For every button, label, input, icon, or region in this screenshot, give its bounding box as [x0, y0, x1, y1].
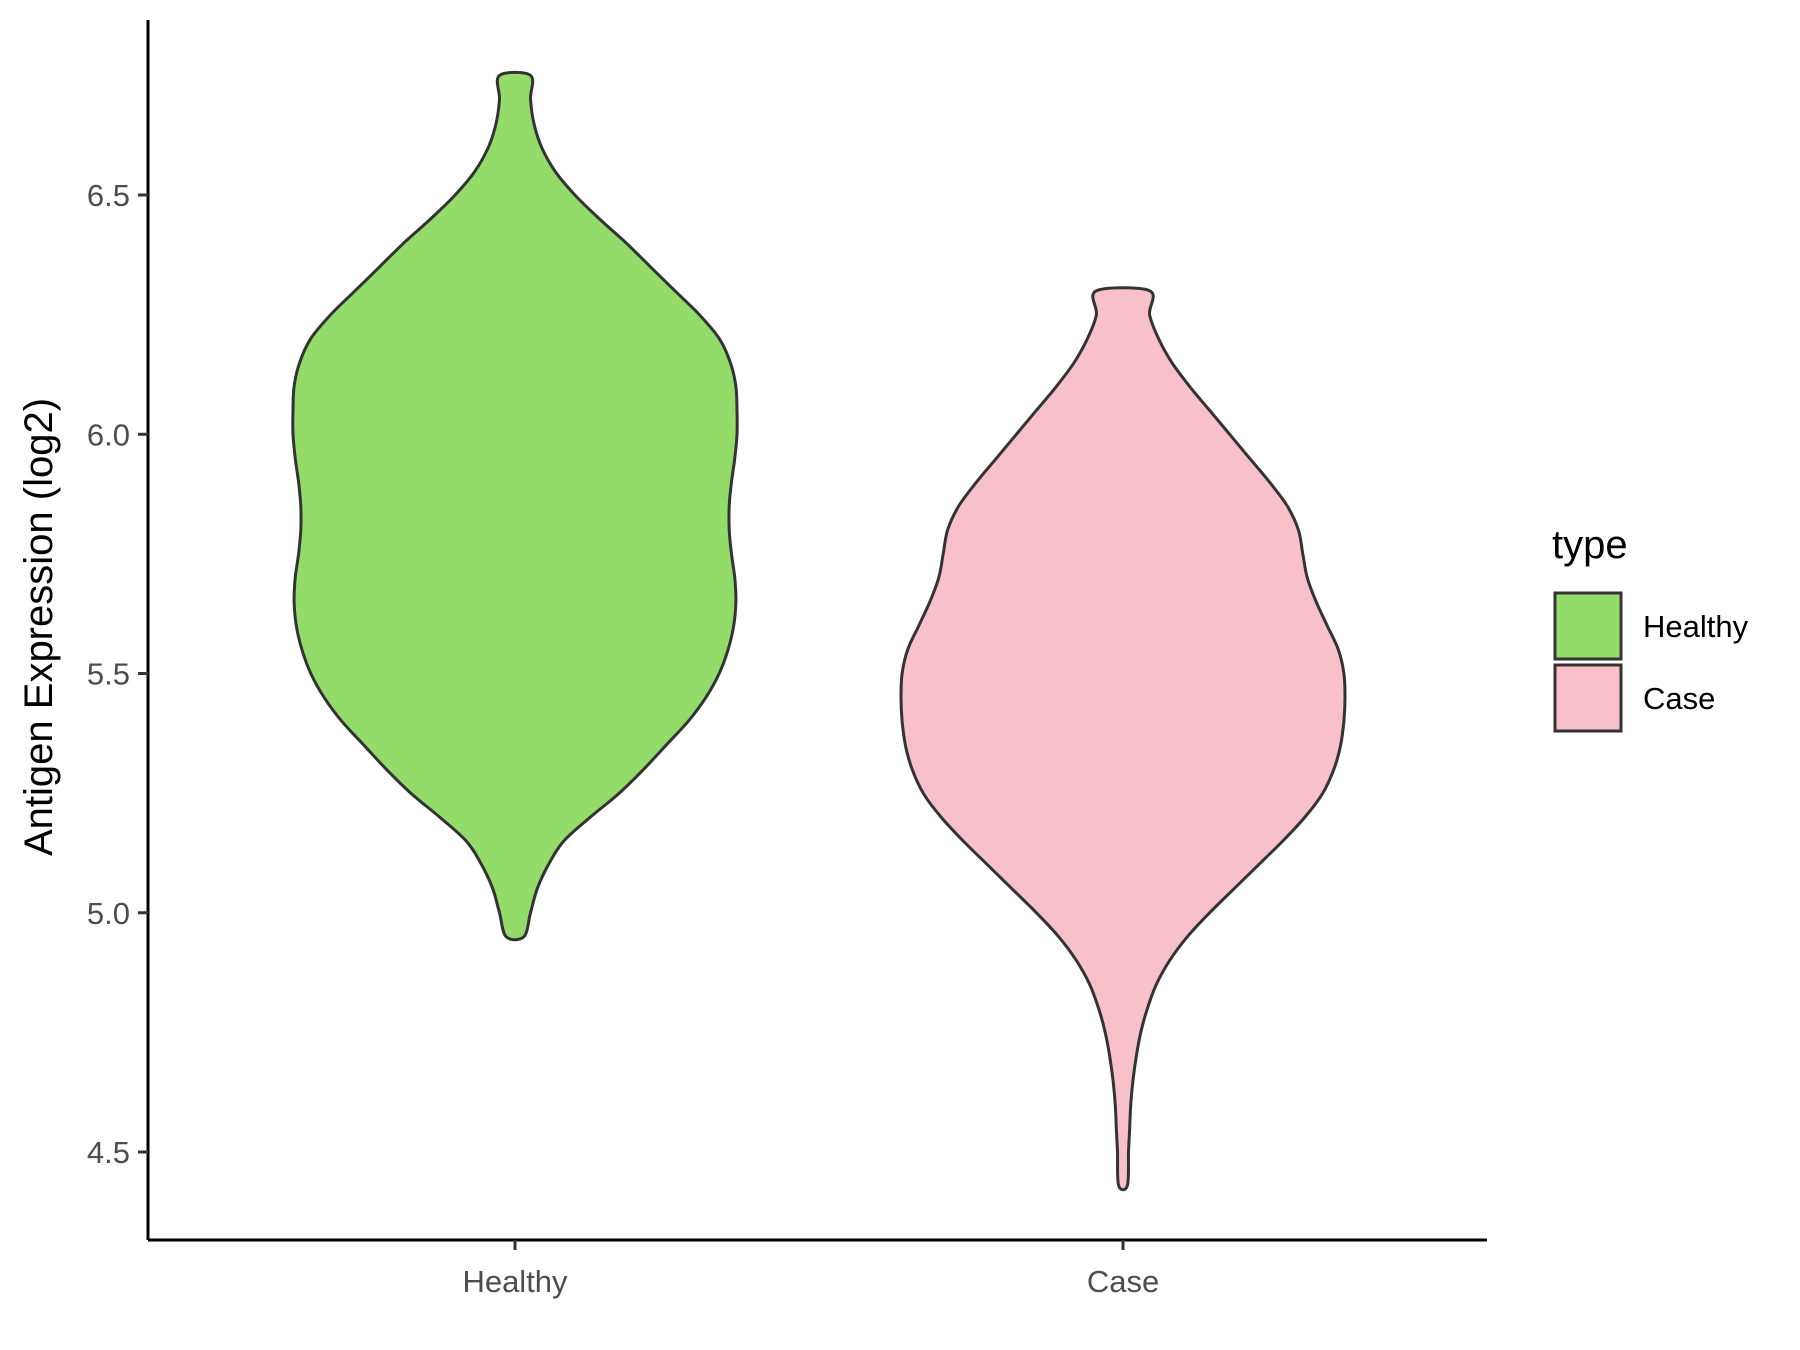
violin-healthy: [291, 70, 739, 942]
legend-swatch-healthy: [1553, 591, 1623, 661]
axes-layer: 4.5 5.0 5.5 6.0 6.5 Healthy Case: [87, 20, 1487, 1299]
x-tick-label: Healthy: [462, 1264, 568, 1299]
y-tick-label: 4.5: [87, 1135, 130, 1170]
legend-swatch-case: [1553, 663, 1623, 733]
violin-layer: [291, 70, 1347, 1192]
y-tick-label: 6.0: [87, 417, 130, 452]
y-tick-label: 5.5: [87, 657, 130, 692]
legend-label-healthy: Healthy: [1643, 609, 1749, 644]
legend: type Healthy Case: [1552, 523, 1749, 733]
y-axis-title: Antigen Expression (log2): [17, 398, 61, 856]
y-tick-label: 6.5: [87, 178, 130, 213]
x-tick-label: Case: [1087, 1264, 1159, 1299]
y-tick-label: 5.0: [87, 896, 130, 931]
legend-label-case: Case: [1643, 681, 1715, 716]
legend-title: type: [1552, 523, 1628, 567]
violin-case: [899, 286, 1347, 1192]
